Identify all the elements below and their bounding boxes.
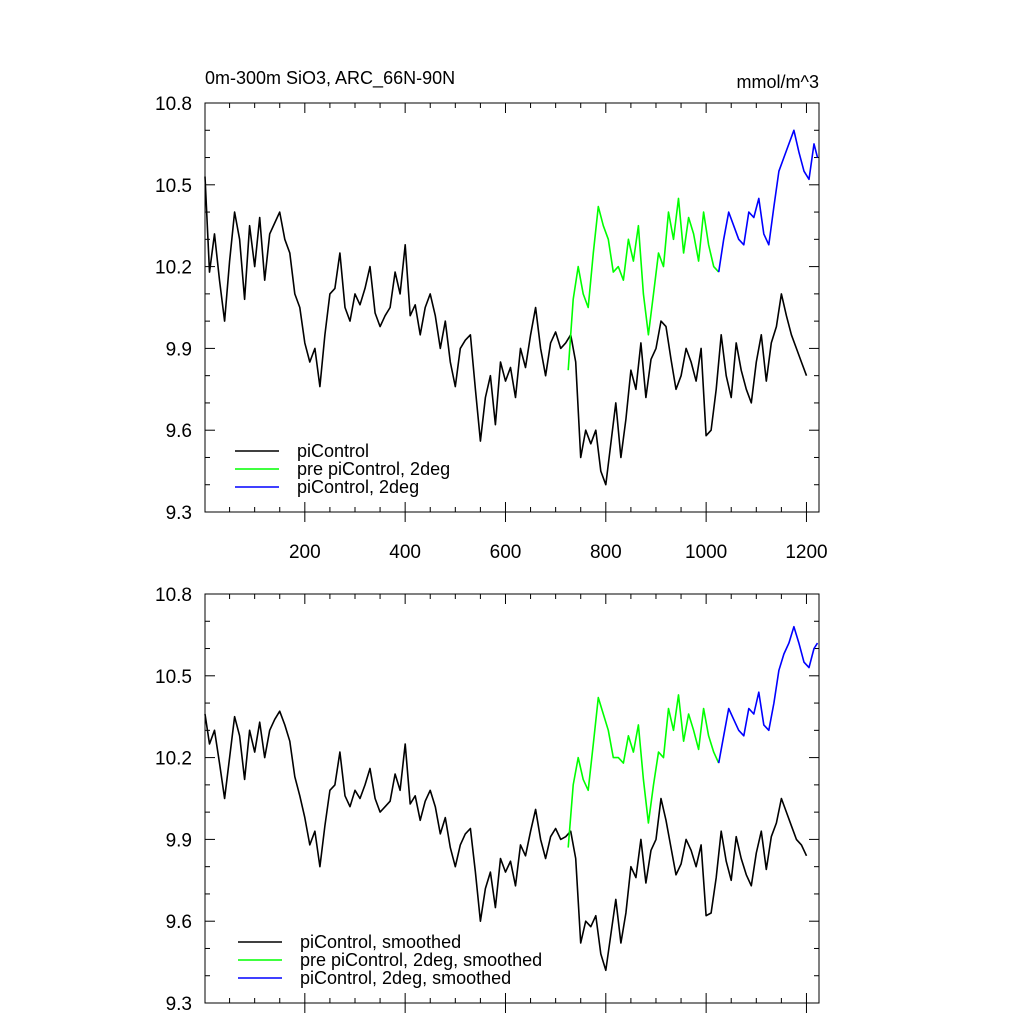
chart-title: 0m-300m SiO3, ARC_66N-90N: [205, 68, 455, 89]
plot-frame: [204, 102, 820, 513]
y-tick-label: 10.8: [155, 94, 192, 115]
legend-label: piControl, 2deg: [297, 477, 419, 497]
x-tick-label: 1200: [785, 542, 827, 563]
y-tick-label: 9.9: [166, 339, 192, 360]
legend-label: piControl: [297, 441, 369, 461]
y-tick-label: 10.2: [155, 258, 192, 279]
x-tick-label: 200: [289, 542, 321, 563]
x-tick-label: 400: [389, 542, 421, 563]
bottom-panel: 9.3 9.6 9.9 10.2 10.5 10.8 piControl, smoothed…: [155, 585, 820, 1015]
x-tick-label: 800: [590, 542, 622, 563]
plot-frame: [204, 593, 820, 1004]
y-tick-label: 9.6: [166, 912, 192, 933]
y-tick-label: 10.5: [155, 667, 192, 688]
top-panel: 9.3 9.6 9.9 10.2 10.5 10.8 200 400 600 800 1000 120…: [155, 94, 828, 563]
x-tick-label: 600: [490, 542, 522, 563]
y-tick-label: 9.6: [166, 421, 192, 442]
series-line: [204, 710, 808, 972]
series-line: [567, 694, 720, 848]
legend-label: pre piControl, 2deg: [297, 459, 450, 479]
y-tick-label: 9.9: [166, 830, 192, 851]
series-line: [717, 625, 819, 764]
y-tick-label: 9.3: [166, 503, 192, 524]
series-line: [567, 197, 720, 371]
series-line: [717, 129, 819, 273]
series-line: [204, 176, 808, 486]
legend-label: piControl, 2deg, smoothed: [300, 968, 511, 988]
x-tick-label: 1000: [685, 542, 727, 563]
y-tick-label: 10.5: [155, 176, 192, 197]
legend-label: pre piControl, 2deg, smoothed: [300, 950, 542, 970]
y-tick-label: 9.3: [166, 994, 192, 1015]
y-tick-label: 10.2: [155, 749, 192, 770]
legend-label: piControl, smoothed: [300, 932, 461, 952]
y-tick-label: 10.8: [155, 585, 192, 606]
chart-units: mmol/m^3: [737, 72, 819, 92]
